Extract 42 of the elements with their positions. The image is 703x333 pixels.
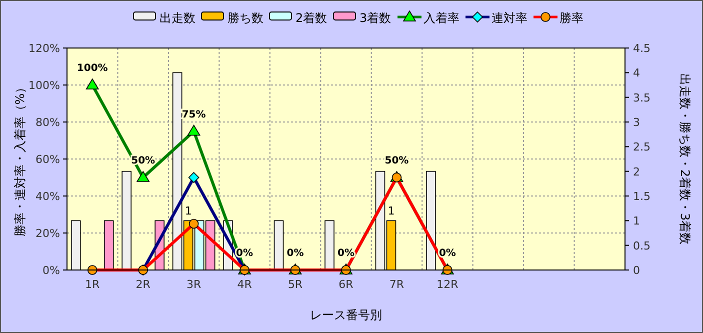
legend-label: 出走数 (160, 11, 196, 25)
y2-tick-label: 4.5 (633, 42, 650, 55)
x-tick-label: 2R (136, 278, 151, 291)
y-tick-label: 80% (36, 116, 60, 129)
y2-tick-label: 1 (633, 214, 640, 228)
data-label: 0% (286, 248, 304, 259)
y2-tick-label: 0 (633, 264, 640, 277)
y-tick-label: 60% (36, 153, 60, 166)
x-axis-title: レース番号別 (310, 308, 382, 322)
y2-tick-label: 0.5 (633, 239, 650, 252)
x-tick-label: 12R (436, 278, 459, 291)
x-tick-label: 3R (186, 278, 202, 291)
legend-label: 連対率 (492, 11, 528, 25)
legend-label: 勝ち数 (228, 11, 264, 25)
x-tick-label: 1R (85, 278, 100, 291)
data-label: 100% (76, 63, 108, 74)
data-label: 75% (182, 109, 206, 120)
legend-label: 3着数 (360, 11, 392, 25)
data-label: 1 (184, 204, 192, 218)
legend-label: 入着率 (424, 11, 460, 25)
y-tick-label: 20% (36, 227, 60, 240)
data-label: 1 (388, 204, 395, 218)
y-tick-label: 120% (28, 42, 60, 55)
data-label: 50% (384, 156, 409, 166)
y2-tick-label: 3 (633, 116, 640, 129)
x-tick-label: 7R (389, 278, 404, 291)
y2-tick-label: 1.5 (633, 190, 650, 203)
x-tick-label: 6R (338, 278, 354, 291)
data-label: 0% (438, 248, 456, 259)
y-tick-label: 40% (36, 190, 60, 203)
x-tick-label: 5R (288, 278, 303, 291)
legend-label: 2着数 (296, 11, 328, 25)
y2-tick-label: 3.5 (633, 91, 650, 104)
y-tick-label: 100% (28, 79, 60, 92)
y-axis-title: 勝率・連対率・入着率（%） (13, 81, 27, 237)
y2-tick-label: 4 (633, 66, 640, 80)
x-tick-label: 4R (237, 278, 252, 291)
y2-tick-label: 2.5 (633, 140, 650, 154)
y2-axis-title: 出走数・勝ち数・2着数・3着数 (678, 73, 692, 245)
y2-tick-label: 2 (633, 165, 640, 178)
legend-label: 勝率 (560, 11, 584, 25)
y-tick-label: 0% (42, 264, 60, 277)
